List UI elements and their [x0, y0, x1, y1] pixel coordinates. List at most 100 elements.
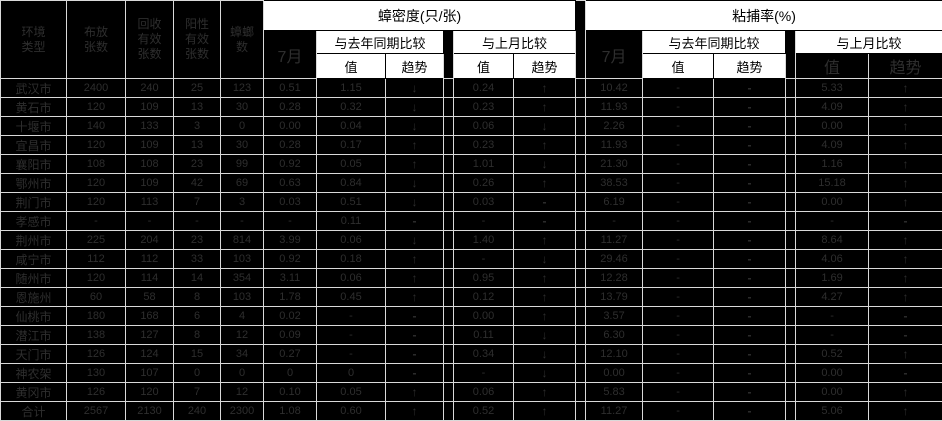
- cell-rate-mom-trend: ↑: [869, 79, 942, 98]
- column-spacer: [444, 402, 454, 421]
- cell-placed: 140: [67, 117, 126, 136]
- column-spacer: [444, 383, 454, 402]
- column-spacer: [786, 98, 796, 117]
- cell-density-mom-value: 0.23: [454, 98, 514, 117]
- cell-rate-yoy-value: -: [643, 383, 714, 402]
- column-spacer: [786, 79, 796, 98]
- cell-rate-mom-value: 4.09: [796, 98, 869, 117]
- column-spacer: [576, 364, 586, 383]
- cell-density-yoy-trend: -: [386, 212, 444, 231]
- column-spacer: [444, 364, 454, 383]
- cell-placed: -: [67, 212, 126, 231]
- cell-density-yoy-trend: ↓: [386, 174, 444, 193]
- column-spacer: [786, 212, 796, 231]
- cell-density-mom-trend: ↓: [514, 364, 576, 383]
- cell-rate-mom-value: -: [796, 212, 869, 231]
- cell-placed: 2400: [67, 79, 126, 98]
- cell-rate-mom-value: -: [796, 326, 869, 345]
- cell-recovered: 109: [126, 98, 174, 117]
- cell-density-yoy-trend: ↓: [386, 193, 444, 212]
- header-rate-vs-last-month: 与上月比较: [796, 31, 942, 54]
- column-spacer: [786, 231, 796, 250]
- cell-recovered: 112: [126, 250, 174, 269]
- column-spacer: [444, 288, 454, 307]
- cell-region: 黄冈市: [1, 383, 67, 402]
- header-rate-title: 粘捕率(%): [586, 1, 942, 31]
- cell-rate-mom-value: 4.09: [796, 136, 869, 155]
- cell-rate-jul: 11.27: [586, 402, 643, 421]
- cell-recovered: -: [126, 212, 174, 231]
- cell-density-yoy-value: 0.17: [317, 136, 386, 155]
- column-spacer: [576, 269, 586, 288]
- cell-rate-mom-value: 0.00: [796, 193, 869, 212]
- cell-rate-yoy-value: -: [643, 212, 714, 231]
- cell-density-jul: 0.03: [264, 193, 317, 212]
- cell-rate-yoy-value: -: [643, 402, 714, 421]
- cell-rate-yoy-trend: -: [714, 231, 786, 250]
- cell-positive: 14: [174, 269, 221, 288]
- cell-rate-jul: -: [586, 212, 643, 231]
- cell-density-jul: 0.28: [264, 136, 317, 155]
- cell-caught: 354: [221, 269, 264, 288]
- cell-rate-yoy-trend: -: [714, 174, 786, 193]
- cell-rate-yoy-value: -: [643, 307, 714, 326]
- cell-positive: 240: [174, 402, 221, 421]
- cell-rate-yoy-value: -: [643, 269, 714, 288]
- cell-rate-mom-value: 0.00: [796, 117, 869, 136]
- column-spacer: [444, 98, 454, 117]
- cell-density-yoy-value: 0.06: [317, 269, 386, 288]
- cell-density-yoy-trend: ↑: [386, 155, 444, 174]
- cell-density-yoy-trend: -: [386, 364, 444, 383]
- cell-region: 潜江市: [1, 326, 67, 345]
- cell-density-mom-trend: ↑: [514, 288, 576, 307]
- column-spacer: [444, 136, 454, 155]
- column-spacer: [444, 212, 454, 231]
- cell-rate-yoy-trend: -: [714, 307, 786, 326]
- table-row: 孝感市-----0.11--------: [1, 212, 942, 231]
- column-spacer: [576, 98, 586, 117]
- cell-caught: 69: [221, 174, 264, 193]
- column-spacer: [576, 193, 586, 212]
- cell-rate-yoy-value: -: [643, 250, 714, 269]
- cell-density-yoy-value: 1.15: [317, 79, 386, 98]
- cell-density-yoy-trend: ↓: [386, 117, 444, 136]
- header-rate-mom-trend: 趋势: [869, 54, 942, 79]
- cell-density-jul: 3.99: [264, 231, 317, 250]
- cell-density-mom-value: 1.01: [454, 155, 514, 174]
- cell-density-jul: 0.63: [264, 174, 317, 193]
- cell-rate-jul: 29.46: [586, 250, 643, 269]
- header-rate-vs-last-year: 与去年同期比较: [643, 31, 786, 54]
- cell-recovered: 114: [126, 269, 174, 288]
- cell-rate-mom-trend: ↑: [869, 288, 942, 307]
- cell-region: 荆门市: [1, 193, 67, 212]
- header-sheets-positive: 阳性 有效 张数: [174, 1, 221, 79]
- cell-density-jul: 0.51: [264, 79, 317, 98]
- column-spacer: [444, 193, 454, 212]
- cell-density-yoy-value: 0.05: [317, 155, 386, 174]
- cell-rate-mom-trend: ↑: [869, 98, 942, 117]
- cell-recovered: 127: [126, 326, 174, 345]
- cell-caught: 2300: [221, 402, 264, 421]
- cell-rate-yoy-value: -: [643, 117, 714, 136]
- cell-rate-mom-value: 8.64: [796, 231, 869, 250]
- cell-positive: 6: [174, 307, 221, 326]
- cell-density-yoy-value: 0.45: [317, 288, 386, 307]
- cell-density-yoy-value: 0.32: [317, 98, 386, 117]
- cell-rate-jul: 6.19: [586, 193, 643, 212]
- cell-density-mom-trend: ↑: [514, 269, 576, 288]
- cell-placed: 120: [67, 136, 126, 155]
- cell-placed: 120: [67, 269, 126, 288]
- column-spacer: [786, 136, 796, 155]
- cell-density-jul: 0: [264, 364, 317, 383]
- cell-placed: 120: [67, 174, 126, 193]
- column-spacer: [576, 117, 586, 136]
- cell-recovered: 2130: [126, 402, 174, 421]
- header-rate-july: 7月: [586, 31, 643, 79]
- cell-placed: 112: [67, 250, 126, 269]
